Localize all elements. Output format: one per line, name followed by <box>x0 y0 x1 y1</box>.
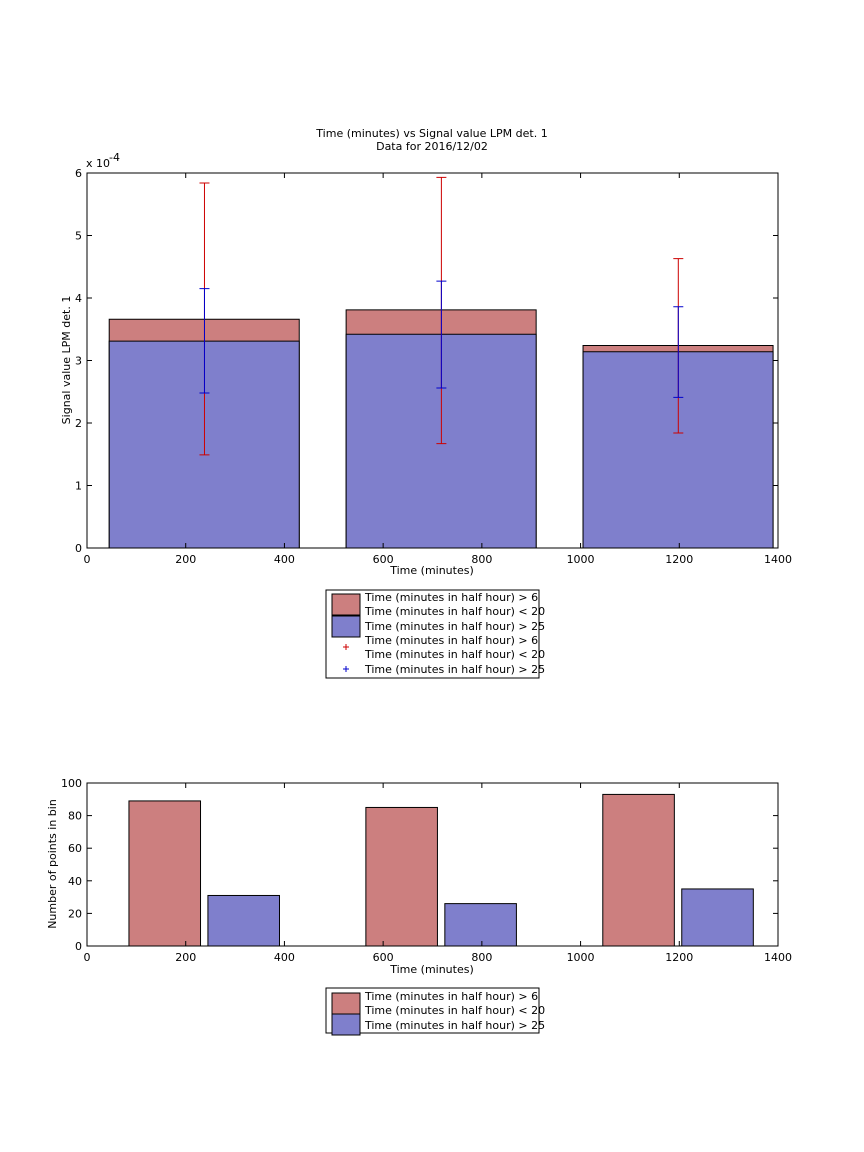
x-axis-label: Time (minutes) <box>389 963 474 976</box>
legend-marker-blue-plus <box>343 666 349 672</box>
y-tick-label: 2 <box>75 417 82 430</box>
y-exponent-label: x 10 <box>86 157 110 170</box>
y-axis-label: Signal value LPM det. 1 <box>60 296 73 425</box>
x-tick-label: 600 <box>373 553 394 566</box>
legend-entry: Time (minutes in half hour) > 6 <box>364 591 538 604</box>
y-tick-label: 3 <box>75 355 82 368</box>
y-tick-label: 0 <box>75 940 82 953</box>
signal-error-bars <box>199 176 684 456</box>
y-axis-ticks: 0 1 2 3 4 5 6 <box>75 167 778 555</box>
y-tick-label: 40 <box>68 875 82 888</box>
y-tick-label: 1 <box>75 480 82 493</box>
x-tick-label: 0 <box>84 553 91 566</box>
y-tick-label: 4 <box>75 292 82 305</box>
x-tick-label: 600 <box>373 951 394 964</box>
x-tick-label: 0 <box>84 951 91 964</box>
x-tick-label: 1000 <box>567 553 595 566</box>
chart-subtitle: Data for 2016/12/02 <box>376 140 488 153</box>
y-axis-ticks: 0 20 40 60 80 100 <box>61 777 778 953</box>
x-tick-label: 1400 <box>764 951 792 964</box>
legend: Time (minutes in half hour) > 6 Time (mi… <box>325 987 545 1036</box>
x-axis-ticks: 0 200 400 600 800 1000 1200 1400 <box>84 173 792 566</box>
count-bars <box>128 793 754 947</box>
legend-entry: Time (minutes in half hour) > 25 <box>364 1019 545 1032</box>
legend-swatch-blue <box>331 615 361 638</box>
count-bar-blue <box>207 894 280 947</box>
count-bar-red <box>365 806 438 947</box>
x-tick-label: 400 <box>274 951 295 964</box>
x-tick-label: 800 <box>471 553 492 566</box>
count-chart: 0 200 400 600 800 1000 1200 1400 0 20 40 60 80 100 T… <box>46 777 792 1036</box>
x-axis-label: Time (minutes) <box>389 564 474 577</box>
legend-entry: Time (minutes in half hour) < 20 <box>364 1004 545 1017</box>
legend-swatch-blue <box>331 1013 361 1036</box>
x-tick-label: 1200 <box>665 951 693 964</box>
y-tick-label: 100 <box>61 777 82 790</box>
y-exponent: -4 <box>109 151 120 164</box>
legend-marker-red-plus <box>343 644 349 650</box>
legend-entry: Time (minutes in half hour) > 6 <box>364 634 538 647</box>
plot-area-frame <box>86 782 779 947</box>
y-tick-label: 80 <box>68 810 82 823</box>
error-bar-blue <box>673 306 684 398</box>
y-tick-label: 5 <box>75 230 82 243</box>
x-tick-label: 800 <box>471 951 492 964</box>
count-bar-red <box>602 793 675 947</box>
x-axis-ticks: 0 200 400 600 800 1000 1200 1400 <box>84 783 792 964</box>
legend-swatch-red <box>331 593 361 616</box>
legend-entry: Time (minutes in half hour) < 20 <box>364 648 545 661</box>
count-bar-red <box>128 800 202 947</box>
chart-title: Time (minutes) vs Signal value LPM det. … <box>315 127 547 140</box>
legend-swatch-red <box>331 992 361 1015</box>
legend-box <box>325 987 540 1034</box>
y-tick-label: 20 <box>68 907 82 920</box>
y-axis-label: Number of points in bin <box>46 799 59 929</box>
y-tick-label: 0 <box>75 542 82 555</box>
legend-entry: Time (minutes in half hour) > 25 <box>364 663 545 676</box>
y-tick-label: 6 <box>75 167 82 180</box>
signal-chart: Time (minutes) vs Signal value LPM det. … <box>60 127 792 679</box>
x-tick-label: 1400 <box>764 553 792 566</box>
legend: Time (minutes in half hour) > 6 Time (mi… <box>325 589 545 679</box>
x-tick-label: 200 <box>175 553 196 566</box>
count-bar-blue <box>444 903 517 947</box>
x-tick-label: 400 <box>274 553 295 566</box>
legend-entry: Time (minutes in half hour) < 20 <box>364 605 545 618</box>
y-tick-label: 60 <box>68 842 82 855</box>
x-tick-label: 200 <box>175 951 196 964</box>
error-bar-blue <box>199 288 210 394</box>
x-tick-label: 1200 <box>665 553 693 566</box>
x-tick-label: 1000 <box>567 951 595 964</box>
legend-entry: Time (minutes in half hour) > 6 <box>364 990 538 1003</box>
error-bar-blue <box>436 280 447 389</box>
count-bar-blue <box>681 888 754 947</box>
legend-entry: Time (minutes in half hour) > 25 <box>364 620 545 633</box>
legend-box <box>325 589 540 679</box>
